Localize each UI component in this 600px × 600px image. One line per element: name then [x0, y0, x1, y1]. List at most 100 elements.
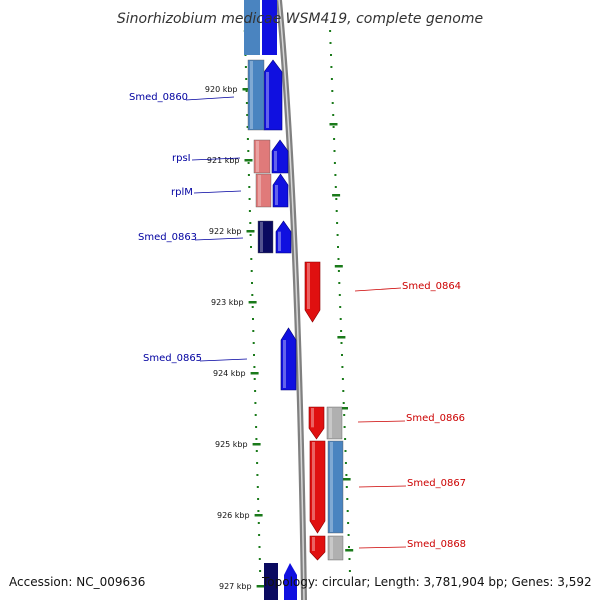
ruler-major-tick	[329, 123, 338, 126]
gene-label[interactable]: rplM	[171, 187, 193, 198]
ruler-tick-label: 921 kbp	[207, 156, 240, 165]
ruler-dot	[245, 78, 248, 80]
cog-box-shine	[260, 222, 263, 252]
ruler-dot	[337, 246, 339, 248]
ruler-dot	[340, 330, 343, 332]
ruler-dot	[329, 30, 332, 32]
cog-box-shine	[256, 141, 259, 172]
ruler-dot	[251, 306, 254, 308]
ruler-dot	[336, 222, 339, 224]
partial-gene-box	[244, 0, 260, 55]
gene-label-leader	[354, 287, 402, 292]
gene-arrow[interactable]	[308, 406, 325, 440]
ruler-dot	[346, 498, 349, 500]
gene-label-leader	[199, 358, 248, 362]
gene-label-leader	[358, 546, 407, 549]
gene-label[interactable]: Smed_0865	[143, 353, 202, 364]
ruler-dot	[335, 210, 338, 212]
ruler-dot	[345, 486, 348, 488]
ruler-dot	[258, 546, 261, 548]
ruler-major-tick	[340, 407, 348, 410]
ruler-major-tick	[334, 265, 343, 268]
ruler-major-tick	[337, 336, 346, 339]
ruler-dot	[249, 222, 252, 224]
partial-gene-arrow	[284, 563, 297, 600]
ruler-dot	[330, 78, 333, 80]
ruler-dot	[246, 126, 249, 128]
ruler-dot	[330, 54, 332, 56]
ruler-dot	[249, 234, 252, 236]
gene-arrow-shine	[275, 185, 278, 205]
ruler-dot	[339, 306, 342, 308]
ruler-dot	[250, 246, 252, 248]
ruler-dot	[247, 174, 250, 176]
ruler-dot	[331, 90, 334, 92]
ruler-dot	[257, 510, 260, 512]
ruler-dot	[348, 570, 351, 572]
gene-arrow[interactable]	[309, 535, 326, 561]
gene-label[interactable]: Smed_0866	[406, 413, 465, 424]
ruler-major-tick	[242, 88, 251, 91]
ruler-dot	[259, 570, 262, 572]
ruler-dot	[248, 186, 251, 188]
gene-arrow[interactable]	[272, 173, 289, 208]
ruler-dot	[342, 390, 345, 392]
cog-category-box	[327, 535, 344, 561]
ruler-dot	[329, 42, 332, 44]
ruler-dot	[337, 258, 340, 260]
gene-arrow[interactable]	[275, 220, 292, 254]
gene-arrow[interactable]	[309, 440, 326, 534]
ruler-dot	[344, 462, 347, 464]
ruler-dot	[254, 414, 257, 416]
gene-label[interactable]: Smed_0863	[138, 232, 197, 243]
ruler-dot	[252, 330, 255, 332]
gene-label[interactable]: Smed_0864	[402, 281, 461, 292]
ruler-major-tick	[342, 478, 351, 481]
cog-box-shine	[330, 537, 333, 559]
ruler-dot	[250, 270, 253, 272]
gene-label-leader	[357, 420, 406, 423]
ruler-major-tick	[246, 230, 255, 233]
ruler-dot	[253, 366, 256, 368]
gene-label-leader	[194, 237, 244, 241]
gene-arrow[interactable]	[304, 261, 321, 323]
gene-arrow-shine	[266, 72, 269, 128]
ruler-dot	[257, 498, 260, 500]
ruler-dot	[255, 438, 258, 440]
gene-label[interactable]: Smed_0860	[129, 92, 188, 103]
cog-category-box	[255, 173, 272, 208]
ruler-dot	[246, 138, 249, 140]
gene-arrow-shine	[312, 537, 315, 551]
ruler-dot	[250, 258, 253, 260]
gene-arrow-shine	[307, 263, 310, 309]
gene-label[interactable]: rpsI	[172, 153, 191, 164]
genome-backbone-highlight	[278, 0, 305, 600]
ruler-dot	[343, 414, 346, 416]
ruler-dot	[255, 426, 258, 428]
ruler-tick-label: 925 kbp	[215, 440, 248, 449]
cog-category-box	[253, 139, 271, 174]
gene-arrow[interactable]	[271, 139, 289, 174]
gene-arrow-shine	[274, 151, 277, 171]
gene-label-leader	[191, 157, 241, 161]
ruler-tick-label: 922 kbp	[209, 227, 242, 236]
ruler-dot	[253, 354, 255, 356]
cog-box-shine	[258, 175, 261, 206]
ruler-dot	[348, 558, 351, 560]
ruler-dot	[347, 522, 350, 524]
ruler-dot	[246, 114, 249, 116]
ruler-dot	[254, 390, 257, 392]
gene-label-leader	[193, 190, 242, 194]
gene-label[interactable]: Smed_0867	[407, 478, 466, 489]
ruler-major-tick	[248, 301, 257, 304]
gene-arrow[interactable]	[280, 327, 297, 391]
ruler-dot	[331, 102, 334, 104]
ruler-dot	[339, 318, 342, 320]
genome-backbone	[276, 0, 307, 600]
gene-arrow-shine	[278, 231, 281, 251]
ruler-tick-label: 926 kbp	[217, 511, 250, 520]
cog-box-shine	[329, 408, 332, 438]
ruler-dot	[258, 558, 261, 560]
ruler-tick-label: 923 kbp	[211, 298, 244, 307]
gene-label[interactable]: Smed_0868	[407, 539, 466, 550]
